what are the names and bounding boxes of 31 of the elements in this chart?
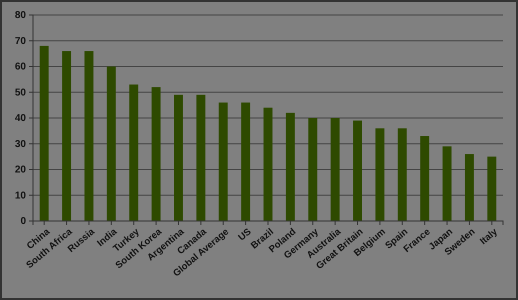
bar [420,136,430,221]
y-tick-label: 20 [14,164,26,176]
y-tick-label: 40 [14,113,26,124]
bar [487,156,496,221]
bar [330,118,340,221]
y-tick-label: 50 [14,87,26,98]
x-tick-label: Italy [478,226,500,248]
bar [442,146,452,221]
bar [286,112,295,221]
bar [62,51,72,221]
bar [152,87,161,221]
y-tick-label: 60 [14,62,26,73]
bar [241,102,250,221]
y-tick-label: 0 [20,216,26,228]
bar [264,108,272,221]
bar [129,84,138,221]
bar [40,46,49,221]
bar [308,118,318,221]
bar [353,120,362,221]
bar [398,128,407,221]
y-tick-label: 70 [14,36,26,47]
bar [375,128,384,221]
y-tick-label: 80 [14,10,26,22]
bar [218,102,228,221]
bar [174,94,183,221]
y-tick-label: 10 [14,190,26,202]
bar [464,154,474,221]
bar [84,51,94,221]
y-tick-label: 30 [14,138,26,150]
bar [196,94,206,221]
bar [106,66,116,221]
